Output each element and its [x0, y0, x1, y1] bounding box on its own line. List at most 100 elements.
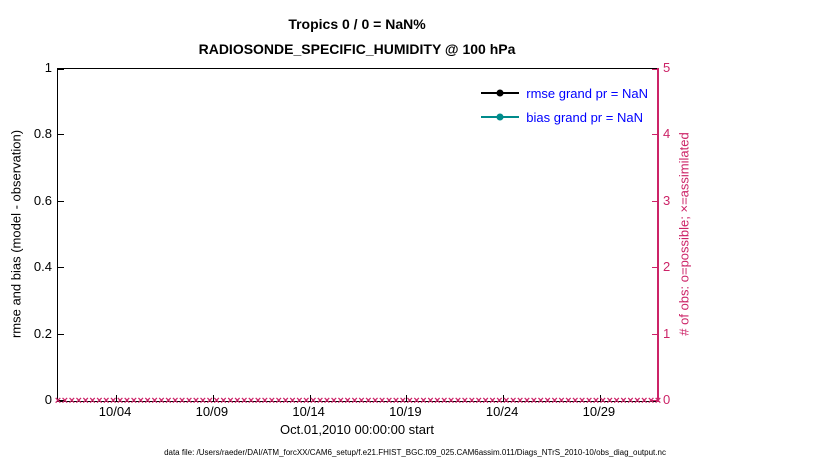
- x-axis-tick-label: 10/19: [389, 404, 422, 419]
- y-axis-right-tick: [652, 134, 658, 136]
- obs-assimilated-marker: ×: [116, 395, 124, 407]
- obs-assimilated-marker: ×: [172, 395, 179, 407]
- obs-assimilated-marker: ×: [344, 395, 351, 407]
- obs-assimilated-marker: ×: [240, 395, 248, 407]
- obs-assimilated-marker: ×: [254, 395, 262, 407]
- legend-label-bias: bias grand pr = NaN: [526, 109, 643, 125]
- y-axis-right-tick-label: 4: [663, 126, 671, 142]
- obs-assimilated-marker: ×: [585, 395, 593, 407]
- obs-assimilated-marker: ×: [316, 395, 324, 407]
- rmse-marker-dot: [496, 89, 504, 97]
- obs-assimilated-marker: ×: [399, 395, 407, 407]
- obs-assimilated-marker: ×: [289, 395, 296, 407]
- x-axis-tick: [406, 395, 408, 401]
- x-axis-tick-label: 10/29: [582, 404, 616, 419]
- y-axis-right-tick-label: 2: [663, 259, 671, 275]
- obs-assimilated-marker: ×: [144, 395, 151, 407]
- obs-assimilated-marker: ×: [475, 395, 482, 407]
- obs-assimilated-marker: ×: [627, 395, 634, 407]
- obs-assimilated-marker: ×: [165, 395, 172, 407]
- y-axis-right-tick: [652, 333, 658, 335]
- obs-assimilated-marker: ×: [365, 395, 372, 407]
- obs-assimilated-marker: ×: [530, 395, 538, 407]
- y-axis-right-label: # of obs: o=possible; ×=assimilated: [676, 132, 692, 336]
- obs-assimilated-marker: ×: [268, 395, 275, 407]
- obs-assimilated-marker: ×: [89, 395, 96, 407]
- obs-assimilated-marker: ×: [185, 395, 193, 407]
- obs-assimilated-marker: ×: [454, 395, 462, 407]
- obs-assimilated-marker: ×: [378, 395, 386, 407]
- chart-subtitle: RADIOSONDE_SPECIFIC_HUMIDITY @ 100 hPa: [198, 41, 516, 57]
- y-axis-left-label: rmse and bias (model - observation): [8, 129, 24, 339]
- title-block: Tropics 0 / 0 = NaN% RADIOSONDE_SPECIFIC…: [57, 12, 657, 62]
- y-axis-right-tick-label: 5: [663, 60, 671, 75]
- obs-assimilated-marker: ×: [220, 395, 227, 407]
- obs-assimilated-marker: ×: [620, 395, 627, 407]
- obs-assimilated-marker: ×: [385, 395, 393, 407]
- obs-assimilated-marker: ×: [61, 395, 69, 407]
- obs-assimilated-marker: ×: [461, 395, 469, 407]
- obs-assimilated-marker: ×: [206, 395, 213, 407]
- obs-assimilated-marker: ×: [613, 395, 620, 407]
- legend-label-rmse: rmse grand pr = NaN: [526, 85, 648, 101]
- obs-assimilated-marker: ×: [213, 395, 220, 407]
- x-axis-tick-label: 10/09: [195, 404, 229, 419]
- y-axis-left-tick-label: 1: [44, 60, 52, 75]
- obs-assimilated-marker: ×: [654, 395, 662, 407]
- x-axis-tick: [503, 395, 505, 401]
- obs-assimilated-marker: ×: [282, 395, 289, 407]
- obs-assimilated-marker: ×: [54, 395, 62, 407]
- y-axis-right-tick: [652, 400, 658, 401]
- legend-item-bias: bias grand pr = NaN: [481, 105, 648, 129]
- x-axis-tick-label: 10/14: [292, 404, 325, 419]
- x-axis-tick-label: 10/04: [98, 404, 132, 419]
- y-axis-left-tick: [58, 69, 64, 70]
- obs-assimilated-marker: ×: [599, 395, 607, 407]
- obs-assimilated-marker: ×: [634, 395, 641, 407]
- obs-assimilated-marker: ×: [351, 395, 358, 407]
- obs-assimilated-marker: ×: [309, 395, 317, 407]
- y-axis-right-tick-label: 3: [663, 192, 671, 208]
- obs-assimilated-marker: ×: [558, 395, 565, 407]
- x-axis-tick-label: 10/24: [485, 404, 519, 419]
- obs-assimilated-marker: ×: [516, 395, 524, 407]
- y-axis-left-tick: [58, 400, 64, 401]
- obs-assimilated-marker: ×: [503, 395, 510, 407]
- plot-area: rmse grand pr = NaN bias grand pr = NaN …: [55, 68, 661, 407]
- obs-assimilated-marker: ×: [130, 395, 138, 407]
- obs-assimilated-marker: ×: [96, 395, 103, 407]
- x-axis-tick: [212, 395, 214, 401]
- y-axis-left-tick: [58, 333, 64, 335]
- y-axis-left-tick-label: 0: [44, 392, 52, 407]
- obs-assimilated-marker: ×: [482, 395, 489, 407]
- y-axis-right-tick-label: 0: [663, 392, 671, 407]
- rmse-line-sample: [481, 89, 520, 97]
- obs-assimilated-marker: ×: [537, 395, 544, 407]
- legend-item-rmse: rmse grand pr = NaN: [481, 81, 648, 105]
- right-axis-line: [657, 68, 659, 402]
- obs-assimilated-marker: ×: [496, 395, 503, 407]
- obs-assimilated-marker: ×: [358, 395, 365, 407]
- obs-assimilated-marker: ×: [489, 395, 496, 407]
- y-axis-right-tick: [652, 200, 658, 202]
- y-axis-left-tick: [58, 200, 64, 202]
- obs-assimilated-marker: ×: [234, 395, 241, 407]
- y-axis-left-tick-label: 0.4: [33, 259, 52, 275]
- obs-assimilated-marker: ×: [606, 395, 613, 407]
- obs-assimilated-marker: ×: [392, 395, 400, 407]
- obs-assimilated-marker: ×: [578, 395, 586, 407]
- obs-assimilated-marker: ×: [572, 395, 579, 407]
- obs-assimilated-marker: ×: [82, 395, 89, 407]
- obs-assimilated-marker: ×: [227, 395, 234, 407]
- obs-assimilated-marker: ×: [151, 395, 158, 407]
- obs-assimilated-marker: ×: [75, 395, 82, 407]
- obs-assimilated-marker: ×: [565, 395, 572, 407]
- obs-assimilated-marker: ×: [468, 395, 475, 407]
- obs-assimilated-marker: ×: [420, 395, 427, 407]
- obs-assimilated-marker: ×: [330, 395, 338, 407]
- obs-assimilated-marker: ×: [192, 395, 200, 407]
- x-axis-tick: [599, 395, 601, 401]
- obs-assimilated-marker: ×: [261, 395, 269, 407]
- obs-assimilated-marker: ×: [137, 395, 144, 407]
